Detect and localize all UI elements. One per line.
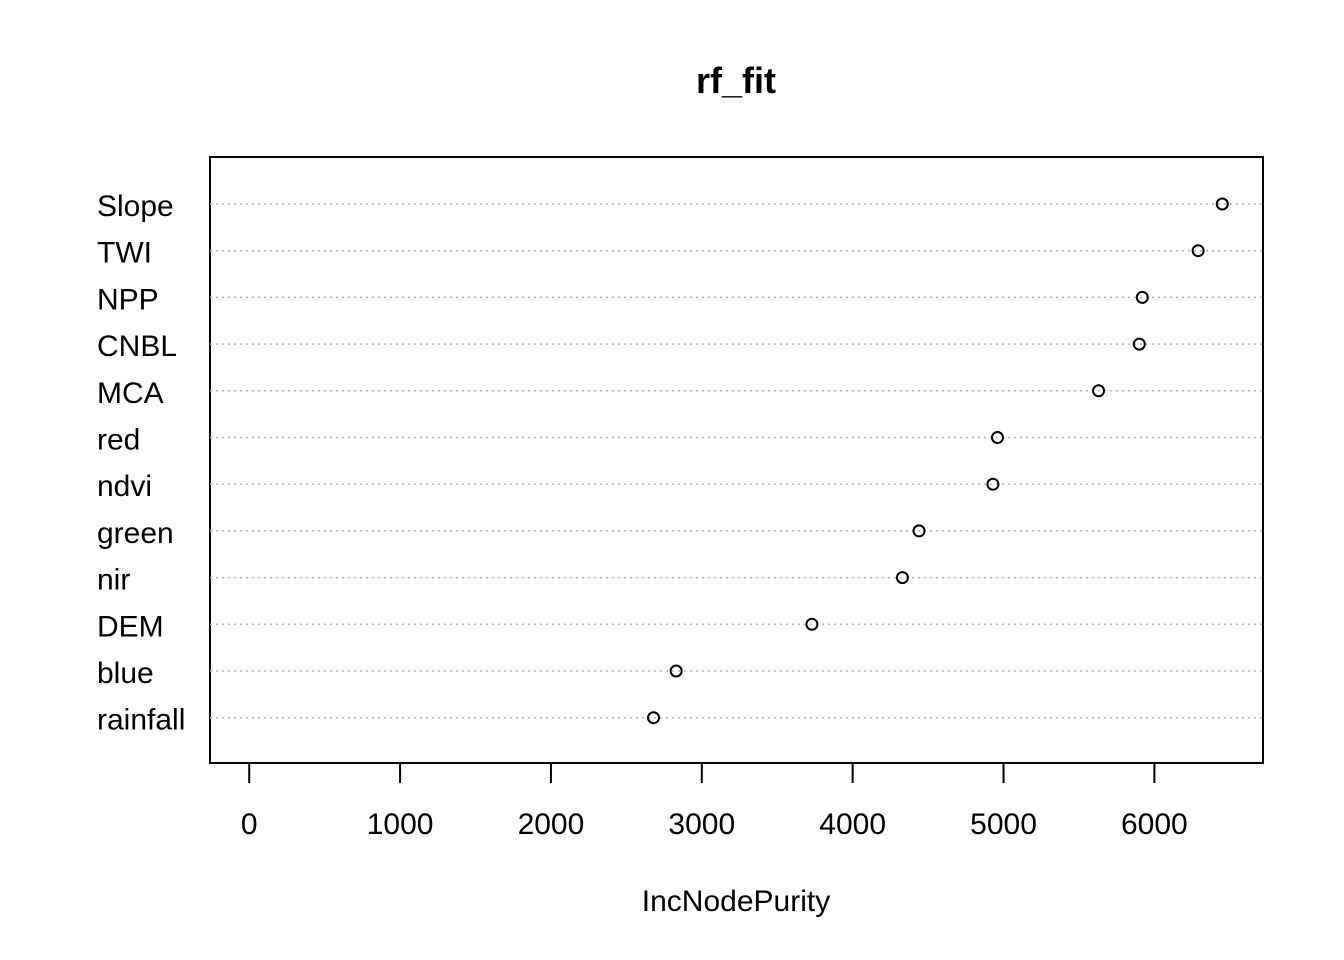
data-point-MCA — [1092, 384, 1106, 398]
x-tick-label-2000: 2000 — [518, 808, 585, 841]
category-label-rainfall: rainfall — [97, 704, 185, 737]
plot-frame — [209, 156, 1264, 764]
grid-lines — [210, 203, 1263, 719]
category-label-red: red — [97, 424, 140, 457]
data-point-ndvi — [986, 477, 1000, 491]
data-point-red — [990, 431, 1004, 444]
x-tick-label-0: 0 — [241, 808, 258, 841]
data-point-NPP — [1135, 290, 1149, 304]
data-point-blue — [669, 664, 683, 678]
category-labels: Slope TWI NPP CNBL MCA red ndvi green nir DEM blue… — [97, 190, 185, 737]
data-point-nir — [895, 571, 909, 585]
data-point-Slope — [1215, 197, 1229, 211]
x-tick-label-5000: 5000 — [970, 808, 1037, 841]
category-label-MCA: MCA — [97, 377, 164, 410]
x-tick-label-6000: 6000 — [1121, 808, 1188, 841]
category-label-DEM: DEM — [97, 610, 164, 643]
chart-title: rf_fit — [696, 60, 776, 101]
data-point-rainfall — [647, 711, 661, 725]
category-label-nir: nir — [97, 564, 130, 597]
category-label-NPP: NPP — [97, 283, 159, 316]
category-label-TWI: TWI — [97, 237, 152, 270]
category-label-CNBL: CNBL — [97, 330, 177, 363]
category-label-Slope: Slope — [97, 190, 174, 223]
data-point-TWI — [1191, 244, 1205, 258]
x-tick-label-4000: 4000 — [819, 808, 886, 841]
category-label-green: green — [97, 517, 174, 550]
data-point-DEM — [805, 617, 819, 631]
x-tick-label-1000: 1000 — [367, 808, 434, 841]
x-axis: 0 1000 2000 3000 4000 5000 6000 — [241, 762, 1188, 841]
x-axis-label: IncNodePurity — [642, 885, 830, 918]
data-point-green — [912, 524, 926, 538]
data-point-CNBL — [1132, 337, 1146, 351]
category-label-blue: blue — [97, 657, 154, 690]
category-label-ndvi: ndvi — [97, 470, 152, 503]
x-tick-label-3000: 3000 — [668, 808, 735, 841]
data-points — [647, 197, 1229, 725]
